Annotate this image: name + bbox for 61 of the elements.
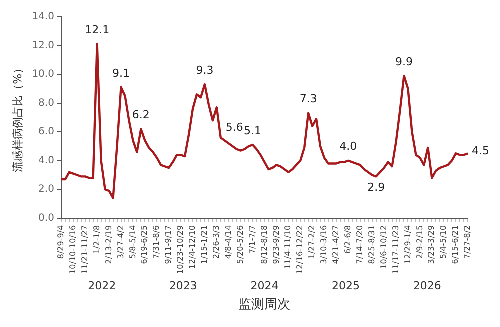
- x-tick-label: 7/31-8/6: [152, 225, 162, 260]
- text: 2025: [332, 279, 360, 292]
- y-tick-label: 0.0: [38, 213, 54, 224]
- y-tick-label: 12.0: [32, 40, 54, 52]
- y-tick-label: 10.0: [32, 69, 54, 80]
- x-tick-label: 6/15-6/21: [451, 225, 460, 264]
- x-tick-label: 9/11-9/17: [164, 225, 174, 264]
- x-tick-label: 10/23-10/29: [176, 225, 186, 274]
- x-tick-label: 11/17-11/23: [391, 225, 400, 274]
- x-tick-label: 11/4-11/10: [284, 225, 293, 270]
- x-tick-label: 5/20-5/26: [236, 225, 245, 264]
- data-label: 2.9: [368, 181, 386, 194]
- x-tick-label: 9/23-9/29: [272, 225, 281, 264]
- x-tick-label: 2/26-3/3: [212, 225, 221, 260]
- y-tick-label: 8.0: [38, 98, 54, 109]
- x-tick-label: 12/16-12/22: [296, 225, 305, 274]
- data-label: 9.9: [395, 55, 413, 68]
- x-tick-label: 10/6-10/12: [379, 225, 388, 270]
- x-tick-label: 8/12-8/18: [260, 225, 269, 264]
- x-tick-label: 3/27-4/2: [116, 225, 126, 260]
- data-label: 6.2: [132, 108, 150, 122]
- x-tick-label: 7/27-8/2: [463, 225, 472, 260]
- x-tick-label: 12/29-1/4: [403, 225, 412, 264]
- x-tick-label: 4/8-4/14: [224, 225, 233, 260]
- y-axis-title: 流感样病例占比（%）: [11, 62, 24, 172]
- x-tick-label: 5/4-5/10: [439, 225, 448, 260]
- x-tick-label: 2/9-2/15: [415, 225, 424, 260]
- x-tick-label: 6/19-6/25: [140, 225, 150, 264]
- x-tick-label: 2/13-2/19: [104, 225, 114, 264]
- x-tick-label: 1/27-2/2: [308, 225, 317, 260]
- data-label: 4.5: [472, 144, 490, 158]
- x-tick-label: 6/2-6/8: [344, 225, 353, 254]
- x-tick-label: 4/21-4/27: [332, 225, 341, 264]
- y-tick-label: 2.0: [38, 184, 54, 196]
- data-label: 9.3: [196, 64, 214, 77]
- x-tick-label: 8/29-9/4: [56, 225, 66, 260]
- y-tick-label: 4.0: [38, 155, 54, 166]
- x-axis-title: 监测周次: [238, 298, 291, 313]
- x-tick-label: 7/1-7/7: [248, 225, 257, 254]
- x-tick-label: 7/14-7/20: [355, 225, 364, 264]
- x-tick-label: 12/4-12/10: [188, 225, 198, 270]
- data-label: 12.1: [85, 24, 110, 37]
- x-tick-label: 1/2-1/8: [92, 225, 102, 254]
- data-label: 7.3: [300, 92, 318, 106]
- data-label: 5.6: [226, 121, 244, 134]
- x-tick-label: 11/21-11/27: [80, 225, 90, 274]
- x-tick-label: 8/25-8/31: [367, 225, 376, 264]
- x-tick-label: 3/10-3/16: [320, 225, 329, 264]
- y-tick-label: 14.0: [32, 12, 54, 23]
- text: 2023: [169, 279, 198, 292]
- y-tick-label: 6.0: [38, 126, 54, 138]
- x-tick-label: 5/8-5/14: [128, 225, 138, 260]
- text: 2022: [88, 279, 116, 292]
- data-label: 9.1: [112, 66, 130, 80]
- data-label: 4.0: [340, 140, 358, 154]
- x-tick-label: 3/23-3/29: [427, 225, 436, 264]
- x-tick-label: 10/10-10/16: [68, 225, 78, 274]
- text: 2024: [250, 279, 279, 292]
- data-label: 5.1: [244, 124, 262, 138]
- text: 2026: [413, 279, 442, 292]
- x-tick-label: 1/15-1/21: [200, 225, 210, 264]
